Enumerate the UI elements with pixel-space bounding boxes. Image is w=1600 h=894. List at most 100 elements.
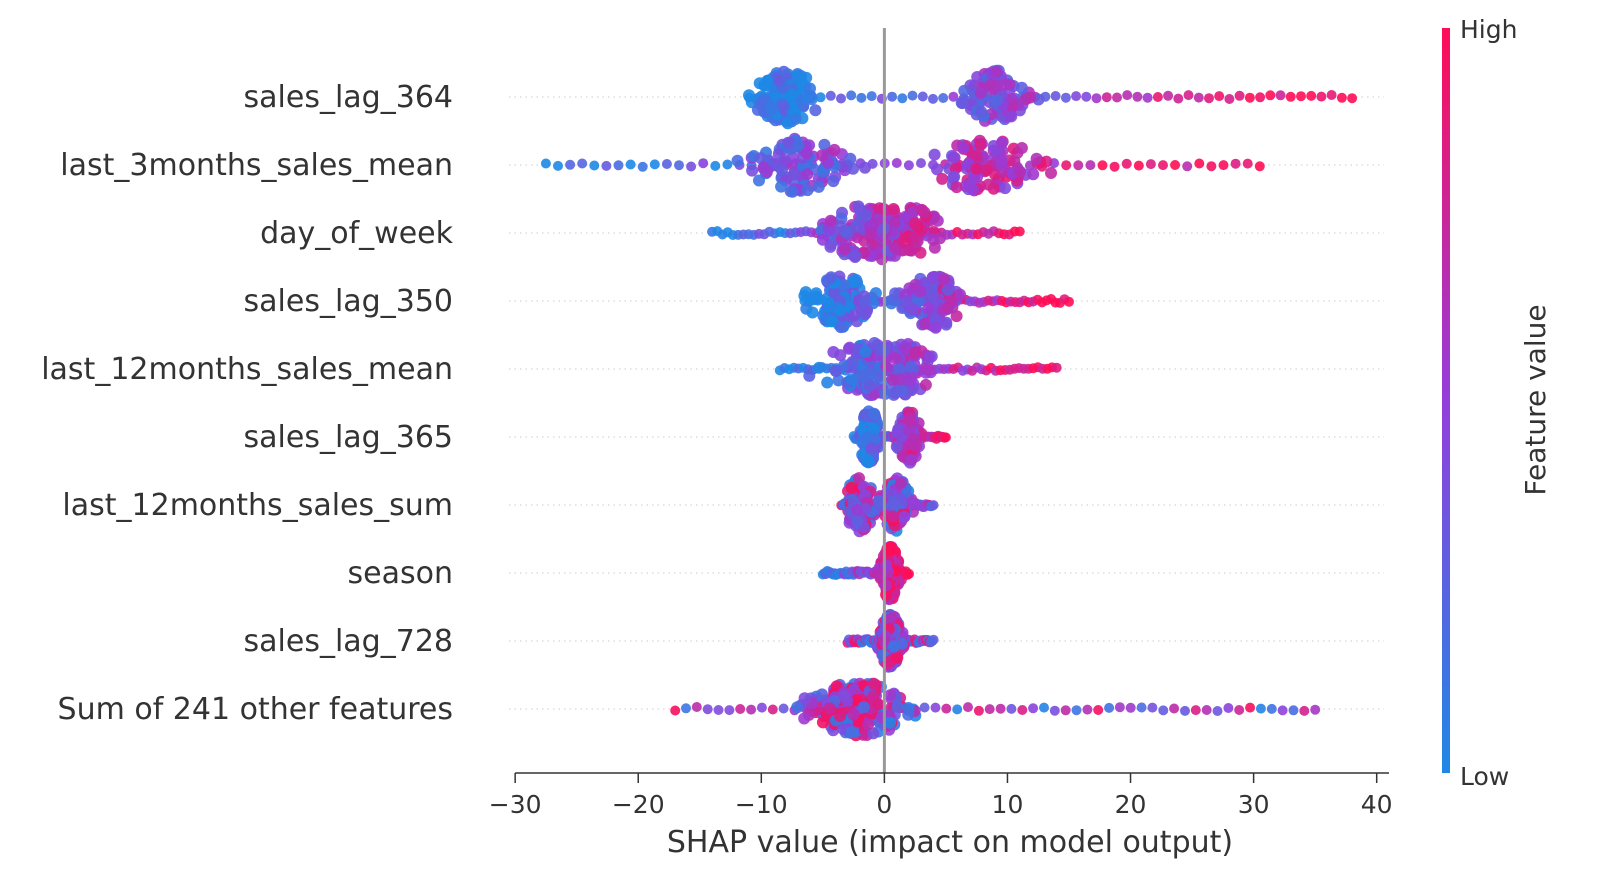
shap-point (1071, 705, 1082, 716)
shap-point (900, 296, 913, 309)
shap-point (778, 703, 789, 714)
shap-point (863, 380, 876, 393)
shap-point (930, 702, 941, 713)
shap-point (713, 705, 724, 715)
shap-point (974, 87, 987, 99)
shap-point (868, 433, 881, 446)
shap-point (1051, 362, 1062, 373)
shap-point (834, 321, 847, 334)
shap-point (1006, 703, 1017, 714)
shap-point (1064, 296, 1074, 307)
shap-point (800, 147, 813, 160)
feature-label: last_12months_sales_mean (41, 352, 453, 387)
shap-point (891, 158, 902, 168)
shap-point (909, 346, 922, 359)
shap-point (838, 279, 851, 291)
shap-point (710, 160, 721, 171)
shap-point (1121, 158, 1132, 169)
x-axis-label: SHAP value (impact on model output) (667, 825, 1233, 860)
shap-point (753, 174, 765, 187)
shap-point (776, 164, 788, 177)
shap-point (1234, 705, 1245, 715)
shap-point (791, 701, 804, 714)
shap-point (756, 702, 767, 713)
shap-point (897, 93, 908, 104)
feature-label: day_of_week (260, 216, 454, 251)
shap-point (866, 91, 877, 102)
shap-point (1085, 160, 1096, 171)
shap-point (948, 170, 961, 183)
shap-point (1017, 705, 1028, 715)
shap-point (746, 164, 759, 177)
shap-point (922, 302, 935, 315)
shap-point (894, 477, 907, 490)
x-tick-label: −10 (735, 790, 788, 819)
shap-point (772, 73, 785, 86)
shap-point (816, 233, 829, 246)
shap-point (1306, 90, 1317, 101)
shap-point (806, 306, 819, 319)
feature-label: last_3months_sales_mean (60, 148, 453, 183)
shap-point (804, 82, 816, 95)
shap-point (731, 154, 744, 167)
shap-point (613, 160, 624, 171)
shap-point (995, 153, 1008, 166)
shap-point (872, 698, 885, 710)
shap-point (1255, 703, 1266, 714)
shap-point (822, 300, 835, 313)
shap-point (884, 716, 897, 729)
shap-point (903, 160, 914, 171)
shap-point (670, 705, 681, 716)
shap-point (1005, 110, 1018, 123)
shap-point (1201, 705, 1212, 715)
shap-point (974, 138, 987, 151)
shap-point (1206, 161, 1217, 172)
shap-point (1223, 703, 1234, 713)
shap-point (825, 271, 838, 284)
shap-point (1194, 158, 1205, 169)
shap-point (873, 568, 886, 581)
shap-point (990, 94, 1003, 107)
shap-point (941, 703, 952, 714)
shap-point (801, 184, 814, 197)
shap-point (867, 423, 880, 436)
feature-swarm (743, 64, 1358, 130)
shap-point (722, 159, 733, 170)
shap-point (889, 352, 902, 365)
feature-swarm (848, 405, 951, 469)
shap-point (1027, 168, 1040, 181)
shap-point (914, 246, 927, 259)
shap-point (904, 414, 917, 427)
shap-point (1173, 93, 1184, 104)
feature-label: Sum of 241 other features (58, 692, 453, 727)
shap-point (995, 703, 1006, 714)
feature-swarm (707, 200, 1025, 266)
shap-point (1073, 160, 1084, 171)
shap-point (1112, 92, 1122, 103)
shap-point (1030, 152, 1043, 165)
shap-point (938, 272, 951, 285)
feature-label: sales_lag_365 (244, 420, 453, 455)
x-tick-label: 20 (1115, 790, 1147, 819)
shap-point (743, 89, 755, 102)
shap-point (1114, 702, 1125, 713)
shap-point (898, 510, 911, 523)
shap-point (1245, 702, 1256, 713)
shap-point (984, 78, 997, 91)
shap-point (928, 241, 941, 254)
shap-point (966, 183, 979, 196)
shap-point (803, 369, 816, 382)
shap-point (1158, 705, 1169, 716)
x-tick-label: 10 (992, 790, 1024, 819)
shap-point (589, 160, 600, 171)
shap-point (1265, 90, 1276, 101)
shap-point (625, 159, 636, 170)
shap-point (735, 704, 746, 714)
shap-point (936, 172, 949, 185)
shap-point (565, 159, 576, 170)
shap-point (848, 309, 860, 322)
feature-label: season (348, 556, 453, 591)
shap-point (828, 286, 841, 299)
shap-point (889, 287, 902, 300)
